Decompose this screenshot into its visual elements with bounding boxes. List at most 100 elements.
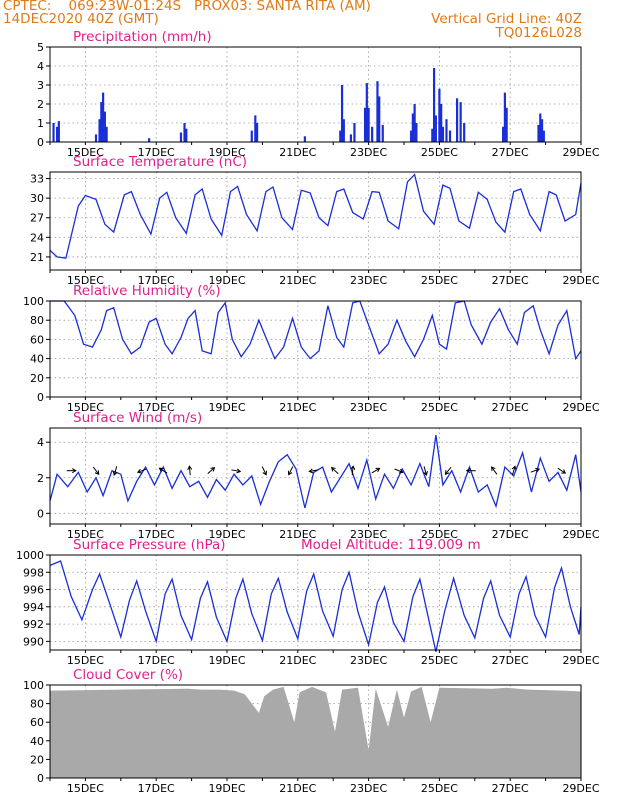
wind-arrow-head	[210, 467, 216, 472]
precip-bar	[463, 123, 466, 142]
x-tick-label: 15DEC	[67, 528, 104, 541]
series-line	[49, 560, 582, 652]
precip-bar	[537, 124, 540, 142]
y-tick-label: 5	[37, 41, 44, 54]
precip-bar	[503, 92, 506, 142]
wind-arrow	[511, 466, 516, 476]
x-tick-label: 27DEC	[492, 401, 529, 414]
y-tick-label: 994	[23, 601, 44, 614]
y-tick-label: 100	[23, 679, 44, 692]
wind-arrow-head	[375, 467, 381, 473]
wind-arrow-head	[535, 467, 541, 473]
wind-arrow	[207, 467, 215, 475]
panel-3: Surface Wind (m/s) 0 2 4 15DEC 17DEC 19DEC 21DE…	[37, 410, 600, 541]
wind-arrow-head	[423, 471, 428, 476]
x-tick-label: 21DEC	[279, 401, 316, 414]
y-tick-label: 60	[30, 716, 44, 729]
precip-bar	[441, 126, 445, 142]
y-tick-label: 0	[37, 507, 44, 520]
x-tick-label: 23DEC	[350, 782, 387, 795]
y-tick-label: 40	[30, 353, 44, 366]
precip-bar	[94, 134, 98, 142]
wind-arrow	[92, 466, 100, 475]
x-tick-label: 29DEC	[562, 782, 599, 795]
x-tick-label: 21DEC	[279, 654, 316, 667]
y-tick-label: 992	[23, 618, 44, 631]
x-tick-label: 17DEC	[138, 401, 175, 414]
panel-title: Cloud Cover (%)	[73, 667, 183, 683]
wind-arrow-head	[308, 468, 314, 474]
panel-title: Relative Humidity (%)	[73, 283, 221, 299]
x-tick-label: 29DEC	[562, 146, 599, 159]
precip-bar	[448, 130, 452, 142]
precip-bar	[456, 98, 459, 142]
panel-1: Surface Temperature (nC) 21 24 27 30 33 15DEC 1…	[30, 154, 600, 287]
precip-bar	[367, 107, 370, 142]
y-tick-label: 80	[30, 314, 44, 327]
precip-bar	[432, 67, 436, 142]
wind-arrow	[288, 466, 294, 475]
wind-arrow	[394, 468, 404, 473]
x-tick-label: 27DEC	[492, 528, 529, 541]
x-tick-label: 29DEC	[562, 401, 599, 414]
panel-0: Precipitation (mm/h) 0 1 2 3 4 5 15DEC 17DEC 19DE…	[37, 29, 600, 159]
y-tick-label: 27	[30, 212, 44, 225]
precip-bar	[255, 123, 259, 142]
y-tick-label: 2	[37, 98, 44, 111]
precip-bar	[365, 83, 368, 142]
panel-title: Surface Wind (m/s)	[73, 410, 202, 426]
wind-arrow-head	[262, 470, 267, 476]
series-line	[49, 435, 582, 509]
x-tick-label: 23DEC	[350, 401, 387, 414]
precip-bar	[179, 132, 183, 142]
precip-bar	[438, 88, 441, 142]
y-tick-label: 60	[30, 333, 44, 346]
x-tick-label: 27DEC	[492, 654, 529, 667]
y-tick-label: 0	[37, 772, 44, 785]
panel-title: Surface Temperature (nC)	[73, 154, 247, 170]
precip-bar	[445, 119, 448, 142]
y-tick-label: 21	[30, 251, 44, 264]
x-tick-label: 15DEC	[67, 654, 104, 667]
x-tick-label: 17DEC	[138, 274, 175, 287]
y-tick-label: 3	[37, 79, 44, 92]
wind-arrow	[530, 468, 540, 473]
wind-arrow	[491, 466, 498, 475]
precip-bar	[505, 107, 508, 142]
header-datetime: 14DEC2020 40Z (GMT)	[3, 11, 159, 27]
precip-bar	[434, 115, 437, 142]
header-station: CPTEC: 069:23W-01:24S PROX03: SANTA RITA…	[3, 0, 371, 14]
x-tick-label: 25DEC	[421, 654, 458, 667]
y-tick-label: 80	[30, 698, 44, 711]
precip-bar	[459, 102, 462, 142]
wind-arrow-head	[187, 465, 193, 470]
precip-bar	[411, 113, 414, 142]
wind-arrow-head	[136, 468, 142, 474]
y-tick-label: 1000	[16, 549, 44, 562]
wind-arrow	[231, 469, 241, 473]
y-tick-label: 20	[30, 372, 44, 385]
panel-frame	[49, 300, 582, 398]
x-tick-label: 29DEC	[562, 528, 599, 541]
precip-bar	[413, 104, 416, 142]
precip-bar	[502, 126, 505, 142]
precip-bar	[340, 85, 344, 142]
precip-bar	[349, 134, 352, 142]
precip-bar	[542, 130, 545, 142]
panel-frame	[49, 171, 582, 271]
x-tick-label: 27DEC	[492, 146, 529, 159]
precip-bar	[102, 92, 105, 142]
wind-arrow	[113, 466, 118, 476]
panel-5: Cloud Cover (%) 0 20 40 60 80 100 15DEC 17DEC 19D…	[23, 667, 600, 795]
precip-bar	[250, 130, 253, 142]
wind-arrow-head	[112, 470, 118, 476]
x-tick-label: 25DEC	[421, 274, 458, 287]
x-tick-label: 27DEC	[492, 274, 529, 287]
x-tick-label: 19DEC	[208, 654, 245, 667]
wind-arrow	[159, 467, 168, 474]
wind-arrow-head	[94, 470, 100, 476]
precip-bar	[342, 119, 345, 142]
x-tick-label: 21DEC	[279, 146, 316, 159]
y-tick-label: 1	[37, 117, 44, 130]
